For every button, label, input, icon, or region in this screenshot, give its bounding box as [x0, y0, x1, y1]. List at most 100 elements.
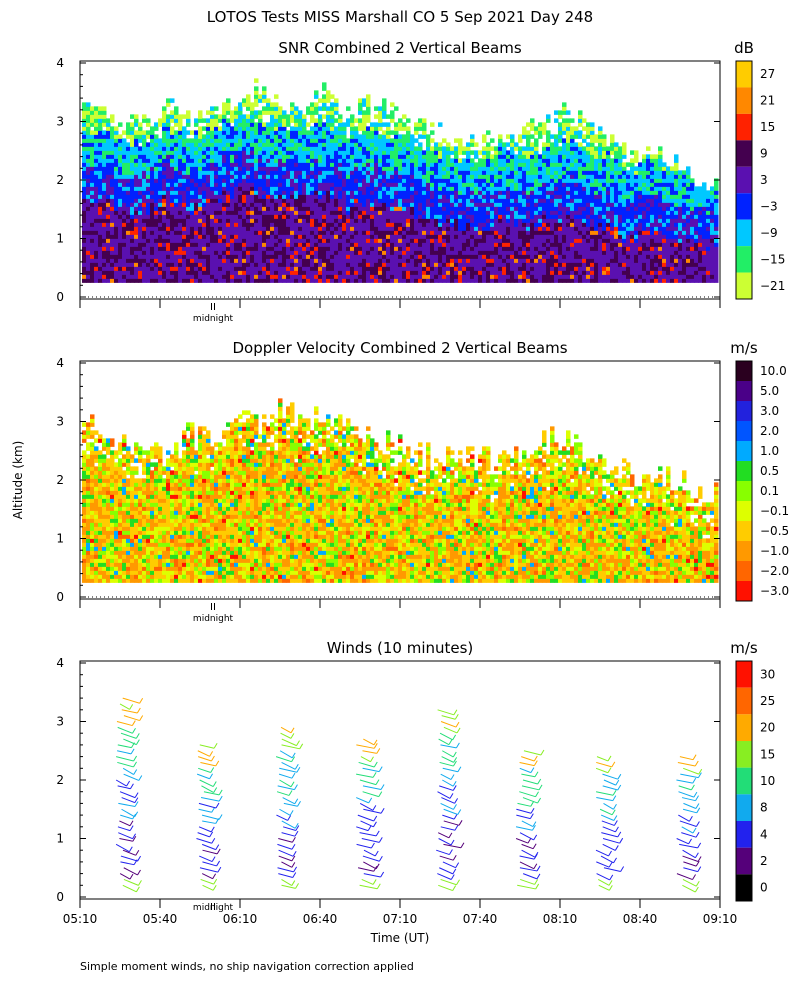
snr-cell	[190, 210, 195, 215]
snr-cell	[302, 178, 307, 183]
snr-cell	[158, 270, 163, 275]
snr-cell	[542, 246, 547, 251]
snr-cell	[402, 158, 407, 163]
snr-cell	[514, 190, 519, 195]
snr-cell	[82, 270, 87, 275]
snr-cell	[454, 170, 459, 175]
snr-cell	[394, 186, 399, 191]
snr-cell	[558, 266, 563, 271]
snr-cell	[126, 254, 131, 259]
snr-cell	[306, 154, 311, 159]
snr-cell	[414, 218, 419, 223]
snr-cell	[482, 218, 487, 223]
snr-cell	[222, 134, 227, 139]
snr-cell	[222, 138, 227, 143]
snr-cell	[378, 234, 383, 239]
snr-cell	[474, 190, 479, 195]
snr-cell	[414, 190, 419, 195]
snr-cell	[338, 138, 343, 143]
snr-cell	[454, 254, 459, 259]
snr-cell	[214, 106, 219, 111]
snr-cell	[266, 210, 271, 215]
snr-cell	[526, 250, 531, 255]
snr-cell	[82, 194, 87, 199]
snr-cell	[210, 246, 215, 251]
snr-cell	[230, 146, 235, 151]
snr-cell	[122, 182, 127, 187]
snr-cell	[394, 246, 399, 251]
snr-cell	[566, 142, 571, 147]
snr-cell	[158, 118, 163, 123]
snr-cell	[366, 262, 371, 267]
snr-cell	[386, 206, 391, 211]
snr-cell	[470, 194, 475, 199]
snr-cell	[374, 246, 379, 251]
snr-cell	[98, 242, 103, 247]
snr-cell	[206, 246, 211, 251]
snr-cell	[250, 250, 255, 255]
snr-cell	[114, 126, 119, 131]
snr-cell	[162, 118, 167, 123]
snr-cell	[138, 158, 143, 163]
snr-cell	[82, 226, 87, 231]
snr-cell	[406, 262, 411, 267]
snr-cell	[266, 250, 271, 255]
snr-cell	[454, 274, 459, 279]
snr-cell	[266, 158, 271, 163]
snr-cell	[558, 194, 563, 199]
snr-cell	[86, 154, 91, 159]
snr-cell	[350, 174, 355, 179]
snr-cell	[422, 154, 427, 159]
snr-cell	[182, 114, 187, 119]
snr-cell	[510, 270, 515, 275]
snr-cell	[522, 262, 527, 267]
snr-cell	[378, 270, 383, 275]
snr-cell	[210, 106, 215, 111]
snr-cell	[134, 266, 139, 271]
snr-cell	[174, 274, 179, 279]
snr-cell	[82, 122, 87, 127]
snr-cell	[278, 234, 283, 239]
snr-cell	[326, 134, 331, 139]
snr-cell	[322, 194, 327, 199]
snr-cell	[438, 226, 443, 231]
snr-cell	[398, 234, 403, 239]
snr-cell	[326, 106, 331, 111]
snr-cell	[542, 218, 547, 223]
snr-cell	[214, 278, 219, 283]
snr-cell	[438, 122, 443, 127]
snr-cell	[518, 218, 523, 223]
snr-cell	[194, 198, 199, 203]
snr-cell	[274, 162, 279, 167]
snr-cell	[514, 246, 519, 251]
snr-cell	[522, 146, 527, 151]
snr-cell	[266, 266, 271, 271]
snr-cell	[154, 278, 159, 283]
snr-cell	[342, 134, 347, 139]
snr-cell	[130, 274, 135, 279]
snr-cell	[550, 170, 555, 175]
snr-cell	[514, 198, 519, 203]
snr-cell	[86, 142, 91, 147]
snr-cell	[198, 258, 203, 263]
snr-cell	[114, 242, 119, 247]
snr-cell	[174, 182, 179, 187]
snr-cell	[526, 274, 531, 279]
snr-cell	[486, 190, 491, 195]
snr-cell	[402, 242, 407, 247]
snr-cell	[414, 234, 419, 239]
snr-cell	[366, 230, 371, 235]
snr-cell	[234, 178, 239, 183]
snr-cell	[402, 278, 407, 283]
snr-cell	[518, 274, 523, 279]
snr-cell	[330, 162, 335, 167]
snr-cell	[550, 210, 555, 215]
snr-cell	[422, 134, 427, 139]
snr-cell	[366, 102, 371, 107]
snr-cell	[250, 126, 255, 131]
snr-cell	[246, 262, 251, 267]
snr-cell	[306, 266, 311, 271]
snr-cell	[390, 258, 395, 263]
snr-cell	[270, 142, 275, 147]
snr-cell	[214, 222, 219, 227]
